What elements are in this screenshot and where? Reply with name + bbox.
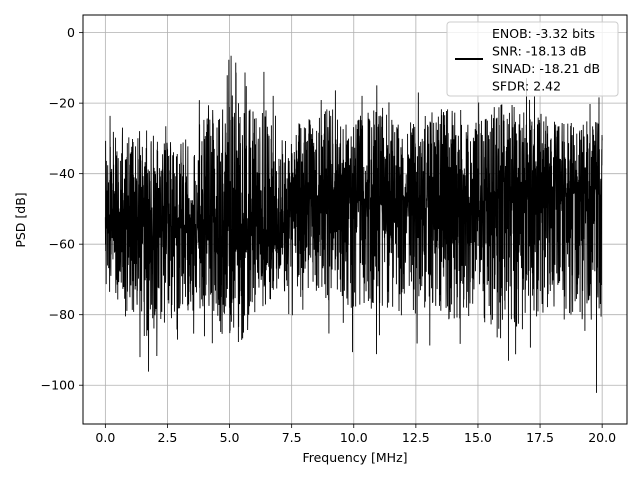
x-tick-label: 7.5	[282, 430, 302, 445]
plot-area	[104, 55, 603, 393]
legend-entry-line: ENOB: -3.32 bits	[492, 26, 595, 41]
y-tick-label: −40	[49, 166, 75, 181]
x-tick-label: 2.5	[158, 430, 178, 445]
y-tick-label: 0	[67, 25, 75, 40]
legend-entry-line: SNR: -18.13 dB	[492, 44, 587, 59]
psd-series-line	[104, 55, 603, 393]
axes-frame	[82, 14, 628, 425]
legend-box	[446, 21, 619, 97]
x-tick-label: 5.0	[220, 430, 240, 445]
x-tick-label: 0.0	[95, 430, 115, 445]
y-tick-label: −80	[49, 307, 75, 322]
x-axis-ticks: 0.0 2.5 5.0 7.5 10.0 12.5 15.0 17.5 20.0	[95, 424, 616, 445]
y-tick-label: −100	[41, 378, 75, 393]
x-axis-label: Frequency [MHz]	[302, 450, 407, 465]
legend-entry-label: ENOB: -3.32 bits SNR: -18.13 dB SINAD: -18…	[492, 26, 600, 94]
x-tick-label: 20.0	[588, 430, 616, 445]
x-tick-label: 17.5	[526, 430, 554, 445]
x-tick-label: 12.5	[402, 430, 430, 445]
legend-entry-line: SINAD: -18.21 dB	[492, 61, 600, 76]
y-axis-ticks: 0 −20 −40 −60 −80 −100	[41, 25, 83, 393]
y-tick-label: −60	[49, 237, 75, 252]
legend-entry-line: SFDR: 2.42	[492, 79, 561, 94]
legend: ENOB: -3.32 bits SNR: -18.13 dB SINAD: -18…	[446, 21, 619, 97]
y-tick-label: −20	[49, 96, 75, 111]
x-tick-label: 10.0	[340, 430, 368, 445]
x-tick-label: 15.0	[464, 430, 492, 445]
y-axis-label: PSD [dB]	[13, 192, 28, 247]
